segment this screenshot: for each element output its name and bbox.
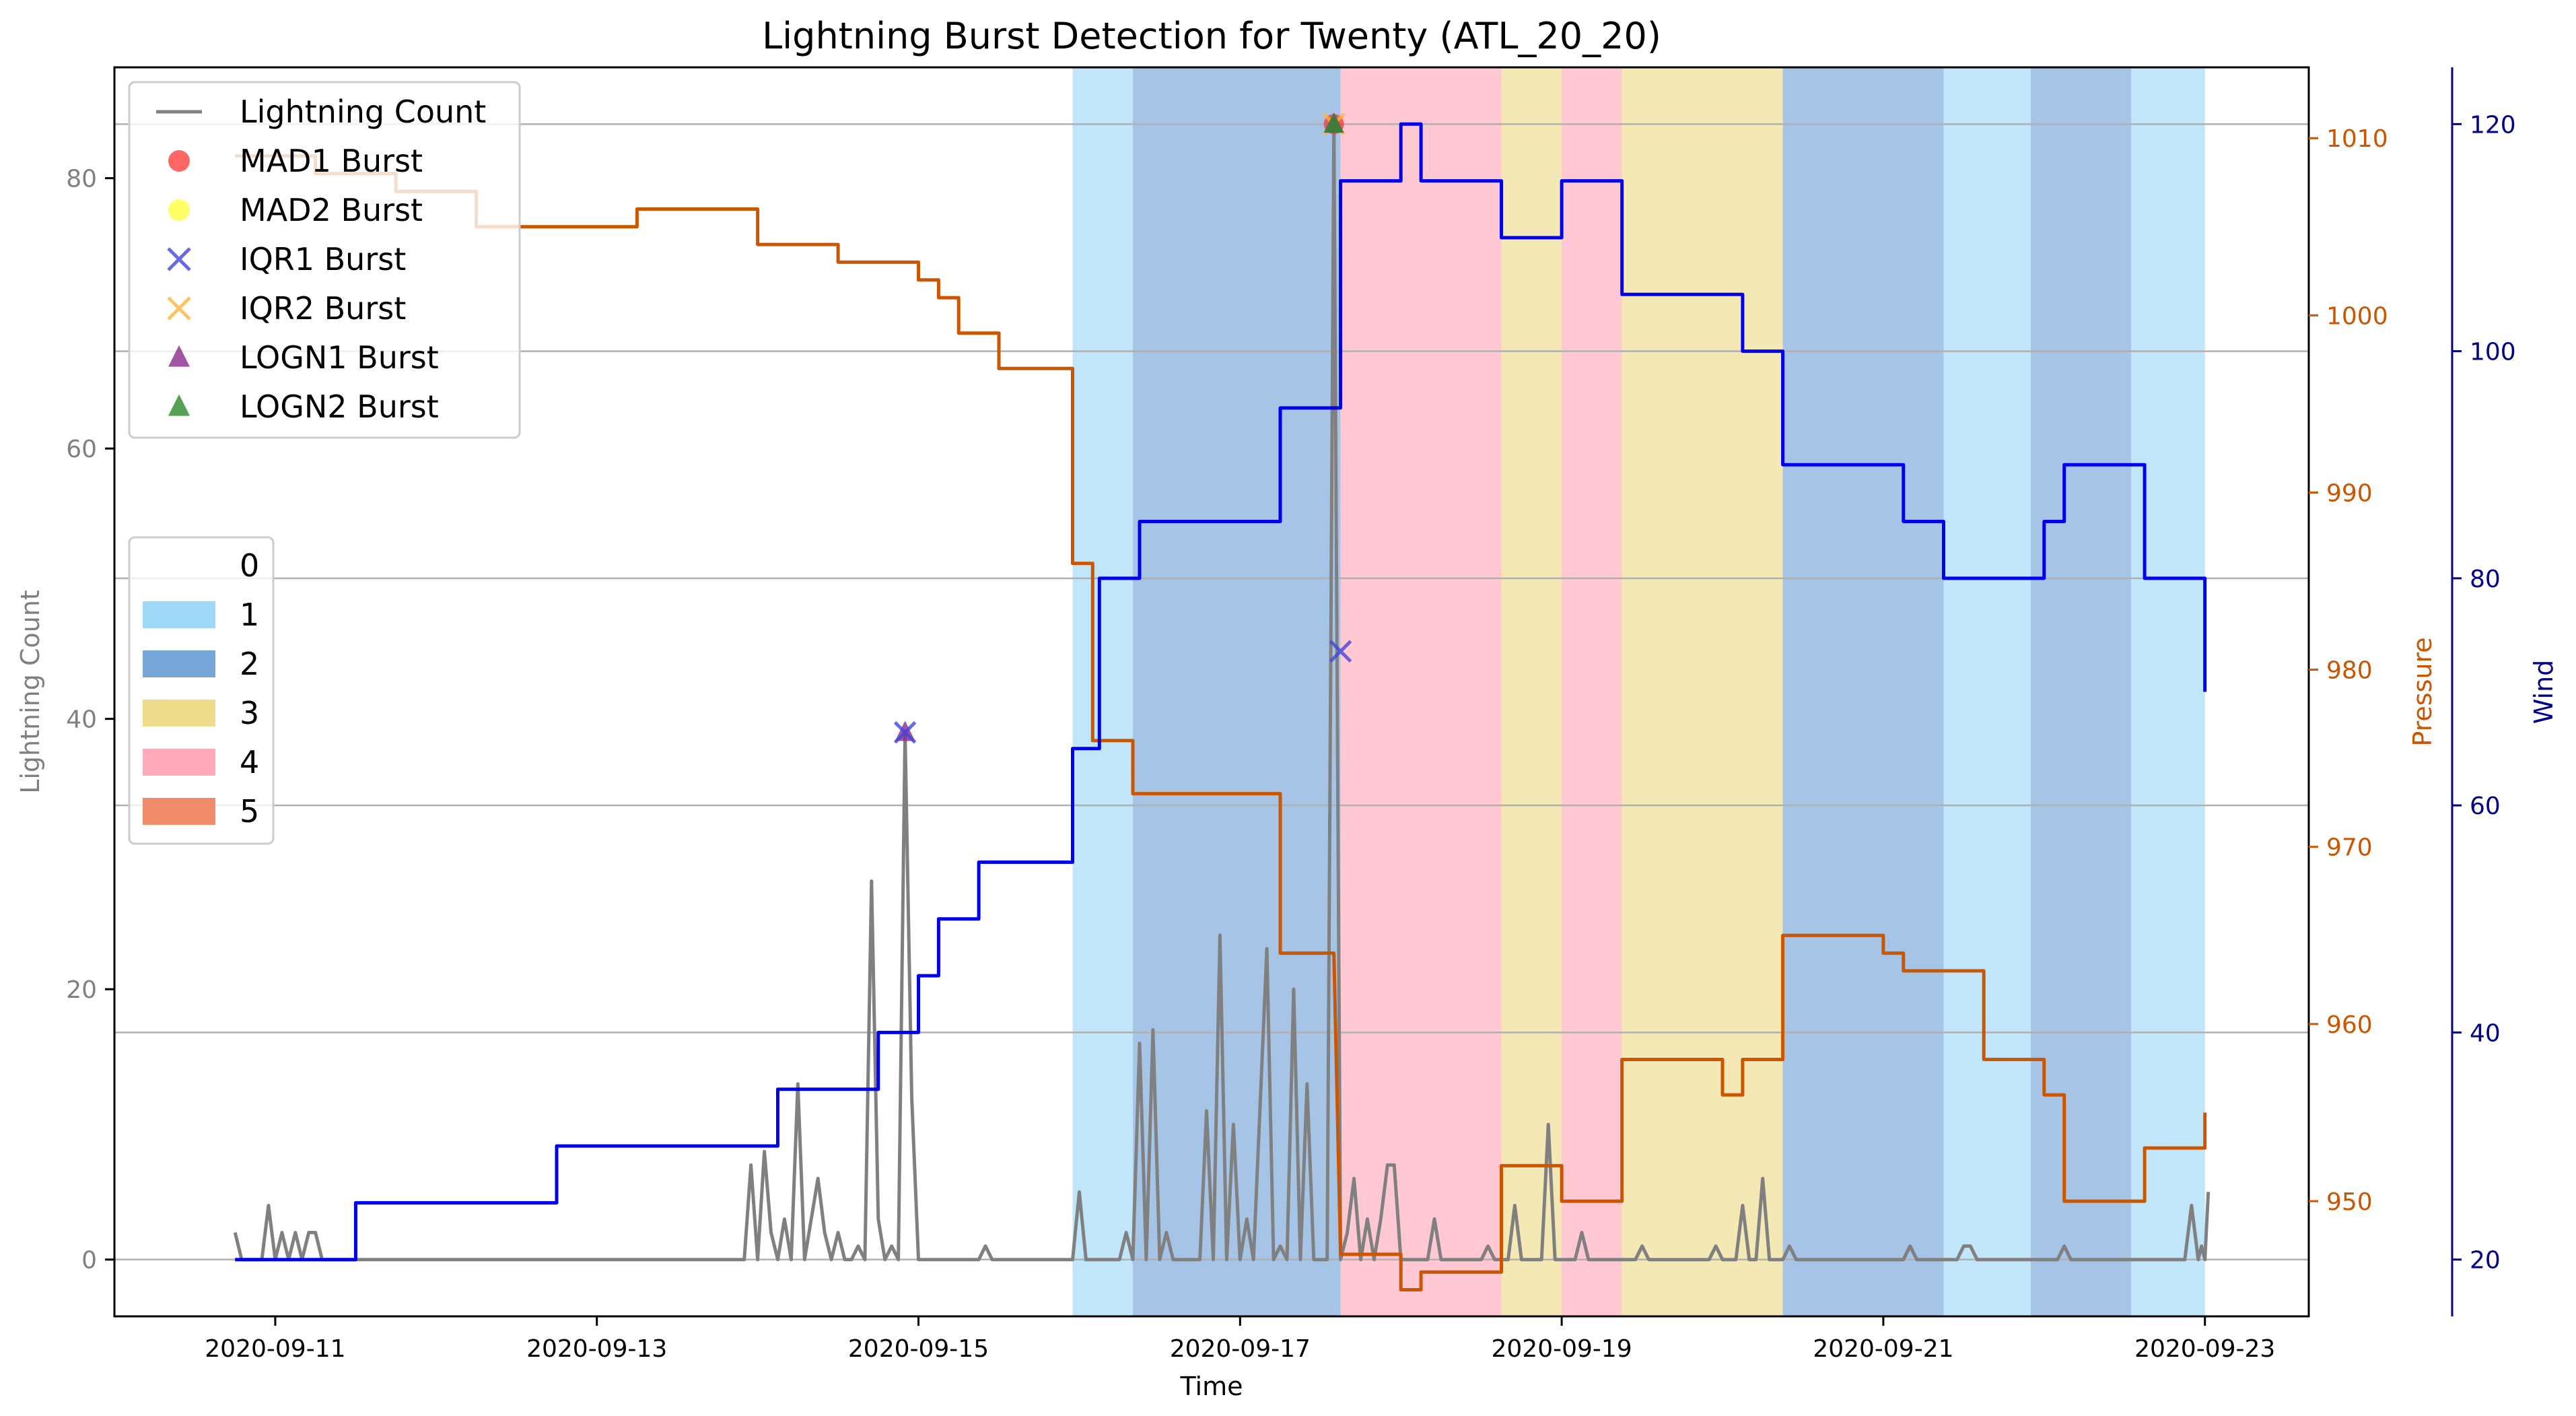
category-legend-label: 1 bbox=[240, 597, 259, 633]
category-legend-label: 5 bbox=[240, 793, 259, 830]
category-swatch bbox=[143, 601, 215, 628]
category-span-4 bbox=[1340, 67, 1502, 1316]
pressure-line bbox=[235, 154, 2207, 1291]
series-legend-box bbox=[128, 81, 521, 439]
legend-symbol bbox=[168, 199, 190, 221]
category-span-4 bbox=[1562, 67, 1622, 1316]
legend-symbol bbox=[168, 394, 190, 416]
pressure-tick-label: 960 bbox=[2326, 1011, 2373, 1039]
category-spans bbox=[1072, 67, 2205, 1316]
wind-tick-label: 40 bbox=[2470, 1019, 2501, 1047]
pressure-tick-label: 950 bbox=[2326, 1188, 2373, 1216]
category-span-1 bbox=[1943, 67, 2031, 1316]
x-tick-label: 2020-09-19 bbox=[1491, 1335, 1632, 1363]
category-legend-label: 2 bbox=[240, 646, 259, 682]
plot-frame bbox=[113, 66, 2310, 1318]
legend-label: IQR2 Burst bbox=[240, 290, 406, 327]
x-tick-label: 2020-09-17 bbox=[1170, 1335, 1311, 1363]
category-swatch bbox=[143, 798, 215, 825]
chart-title: Lightning Burst Detection for Twenty (AT… bbox=[762, 15, 1661, 57]
category-swatch bbox=[143, 650, 215, 677]
pressure-tick-label: 980 bbox=[2326, 657, 2373, 685]
category-swatch bbox=[143, 700, 215, 727]
x-tick-label: 2020-09-21 bbox=[1813, 1335, 1953, 1363]
wind-tick-label: 100 bbox=[2470, 339, 2516, 366]
category-span-2 bbox=[2030, 67, 2132, 1316]
legend-label: MAD2 Burst bbox=[240, 192, 423, 228]
lightning-tick-label: 20 bbox=[66, 976, 97, 1004]
wind-line bbox=[235, 122, 2207, 1262]
category-span-3 bbox=[1622, 67, 1783, 1316]
x-tick-label: 2020-09-23 bbox=[2134, 1335, 2275, 1363]
pressure-axis-label: Pressure bbox=[2408, 637, 2437, 746]
pressure-tick-label: 970 bbox=[2326, 834, 2373, 862]
x-tick-label: 2020-09-15 bbox=[848, 1335, 989, 1363]
lightning-tick-label: 80 bbox=[66, 166, 97, 193]
legend-label: Lightning Count bbox=[240, 94, 486, 130]
category-legend-label: 4 bbox=[240, 744, 259, 780]
legend-label: IQR1 Burst bbox=[240, 241, 406, 277]
wind-tick-label: 20 bbox=[2470, 1247, 2501, 1275]
category-span-3 bbox=[1501, 67, 1562, 1316]
legend-label: MAD1 Burst bbox=[240, 143, 423, 179]
wind-tick-label: 60 bbox=[2470, 793, 2501, 820]
legend-symbol bbox=[168, 150, 190, 172]
lightning-axis-label: Lightning Count bbox=[15, 590, 45, 794]
lightning-tick-label: 0 bbox=[81, 1247, 97, 1275]
wind-tick-label: 120 bbox=[2470, 111, 2516, 139]
axes: 2020-09-11 2020-09-13 2020-09-15 2020-09-17… bbox=[66, 67, 2516, 1363]
burst-marker bbox=[1329, 640, 1352, 663]
lightning-tick-label: 60 bbox=[66, 436, 97, 463]
category-span-1 bbox=[1072, 67, 1134, 1316]
legend-symbol bbox=[168, 345, 190, 367]
x-axis-label: Time bbox=[1180, 1372, 1243, 1401]
wind-tick-label: 80 bbox=[2470, 566, 2501, 593]
category-swatch bbox=[143, 749, 215, 776]
legend-label: LOGN2 Burst bbox=[240, 389, 439, 425]
pressure-tick-label: 1000 bbox=[2326, 302, 2388, 330]
category-span-2 bbox=[1782, 67, 1944, 1316]
series-layer bbox=[233, 122, 2211, 1291]
burst-marker bbox=[1323, 112, 1344, 133]
category-legend-label: 0 bbox=[240, 547, 259, 584]
category-legend-label: 3 bbox=[240, 695, 259, 731]
category-span-1 bbox=[2131, 67, 2205, 1316]
pressure-tick-label: 1010 bbox=[2326, 125, 2388, 153]
legend-symbol bbox=[167, 247, 191, 271]
category-legend: 0 1 2 3 4 5 bbox=[128, 536, 275, 845]
lightning-count-line bbox=[233, 122, 2211, 1262]
legend-label: LOGN1 Burst bbox=[240, 339, 439, 376]
wind-axis-label: Wind bbox=[2529, 660, 2558, 724]
burst-marker bbox=[893, 720, 917, 744]
legend-symbol bbox=[167, 296, 191, 321]
x-tick-label: 2020-09-13 bbox=[526, 1335, 667, 1363]
burst-markers bbox=[893, 112, 1352, 744]
series-legend: Lightning Count MAD1 Burst MAD2 Burst IQR1 … bbox=[128, 81, 521, 439]
x-tick-label: 2020-09-11 bbox=[205, 1335, 345, 1363]
pressure-tick-label: 990 bbox=[2326, 479, 2373, 507]
lightning-tick-label: 40 bbox=[66, 706, 97, 734]
